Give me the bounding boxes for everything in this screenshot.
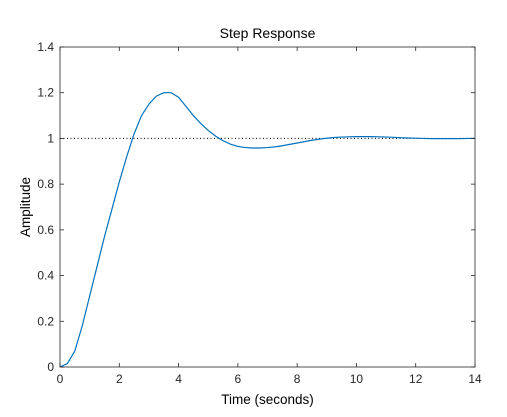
y-tick-label: 1.2	[37, 86, 54, 100]
chart-title: Step Response	[220, 25, 316, 41]
y-tick-label: 0.2	[37, 314, 54, 328]
x-tick-label: 8	[294, 372, 301, 386]
y-tick-label: 0.8	[37, 177, 54, 191]
x-tick-label: 4	[175, 372, 182, 386]
x-tick-label: 2	[116, 372, 123, 386]
y-tick-label: 1.4	[37, 40, 54, 54]
y-axis-title: Amplitude	[18, 177, 33, 237]
x-tick-label: 6	[235, 372, 242, 386]
step-response-line	[59, 92, 475, 368]
y-tick-label: 0.6	[37, 223, 54, 237]
y-tick-label: 0.4	[37, 269, 54, 283]
ticks-layer: 0 2 4 6 8 10 12 14 0 0.2 0.4 0.6 0.8 1 1.2 1.4	[37, 40, 482, 386]
x-tick-label: 12	[409, 372, 423, 386]
y-tick-label: 0	[47, 360, 54, 374]
x-axis-title: Time (seconds)	[221, 392, 314, 407]
y-tick-label: 1	[47, 131, 54, 145]
x-tick-label: 0	[57, 372, 64, 386]
x-tick-label: 14	[468, 372, 482, 386]
series-layer	[59, 92, 475, 368]
plot-frame	[59, 46, 476, 368]
x-tick-label: 10	[350, 372, 364, 386]
plot-area	[60, 47, 475, 367]
